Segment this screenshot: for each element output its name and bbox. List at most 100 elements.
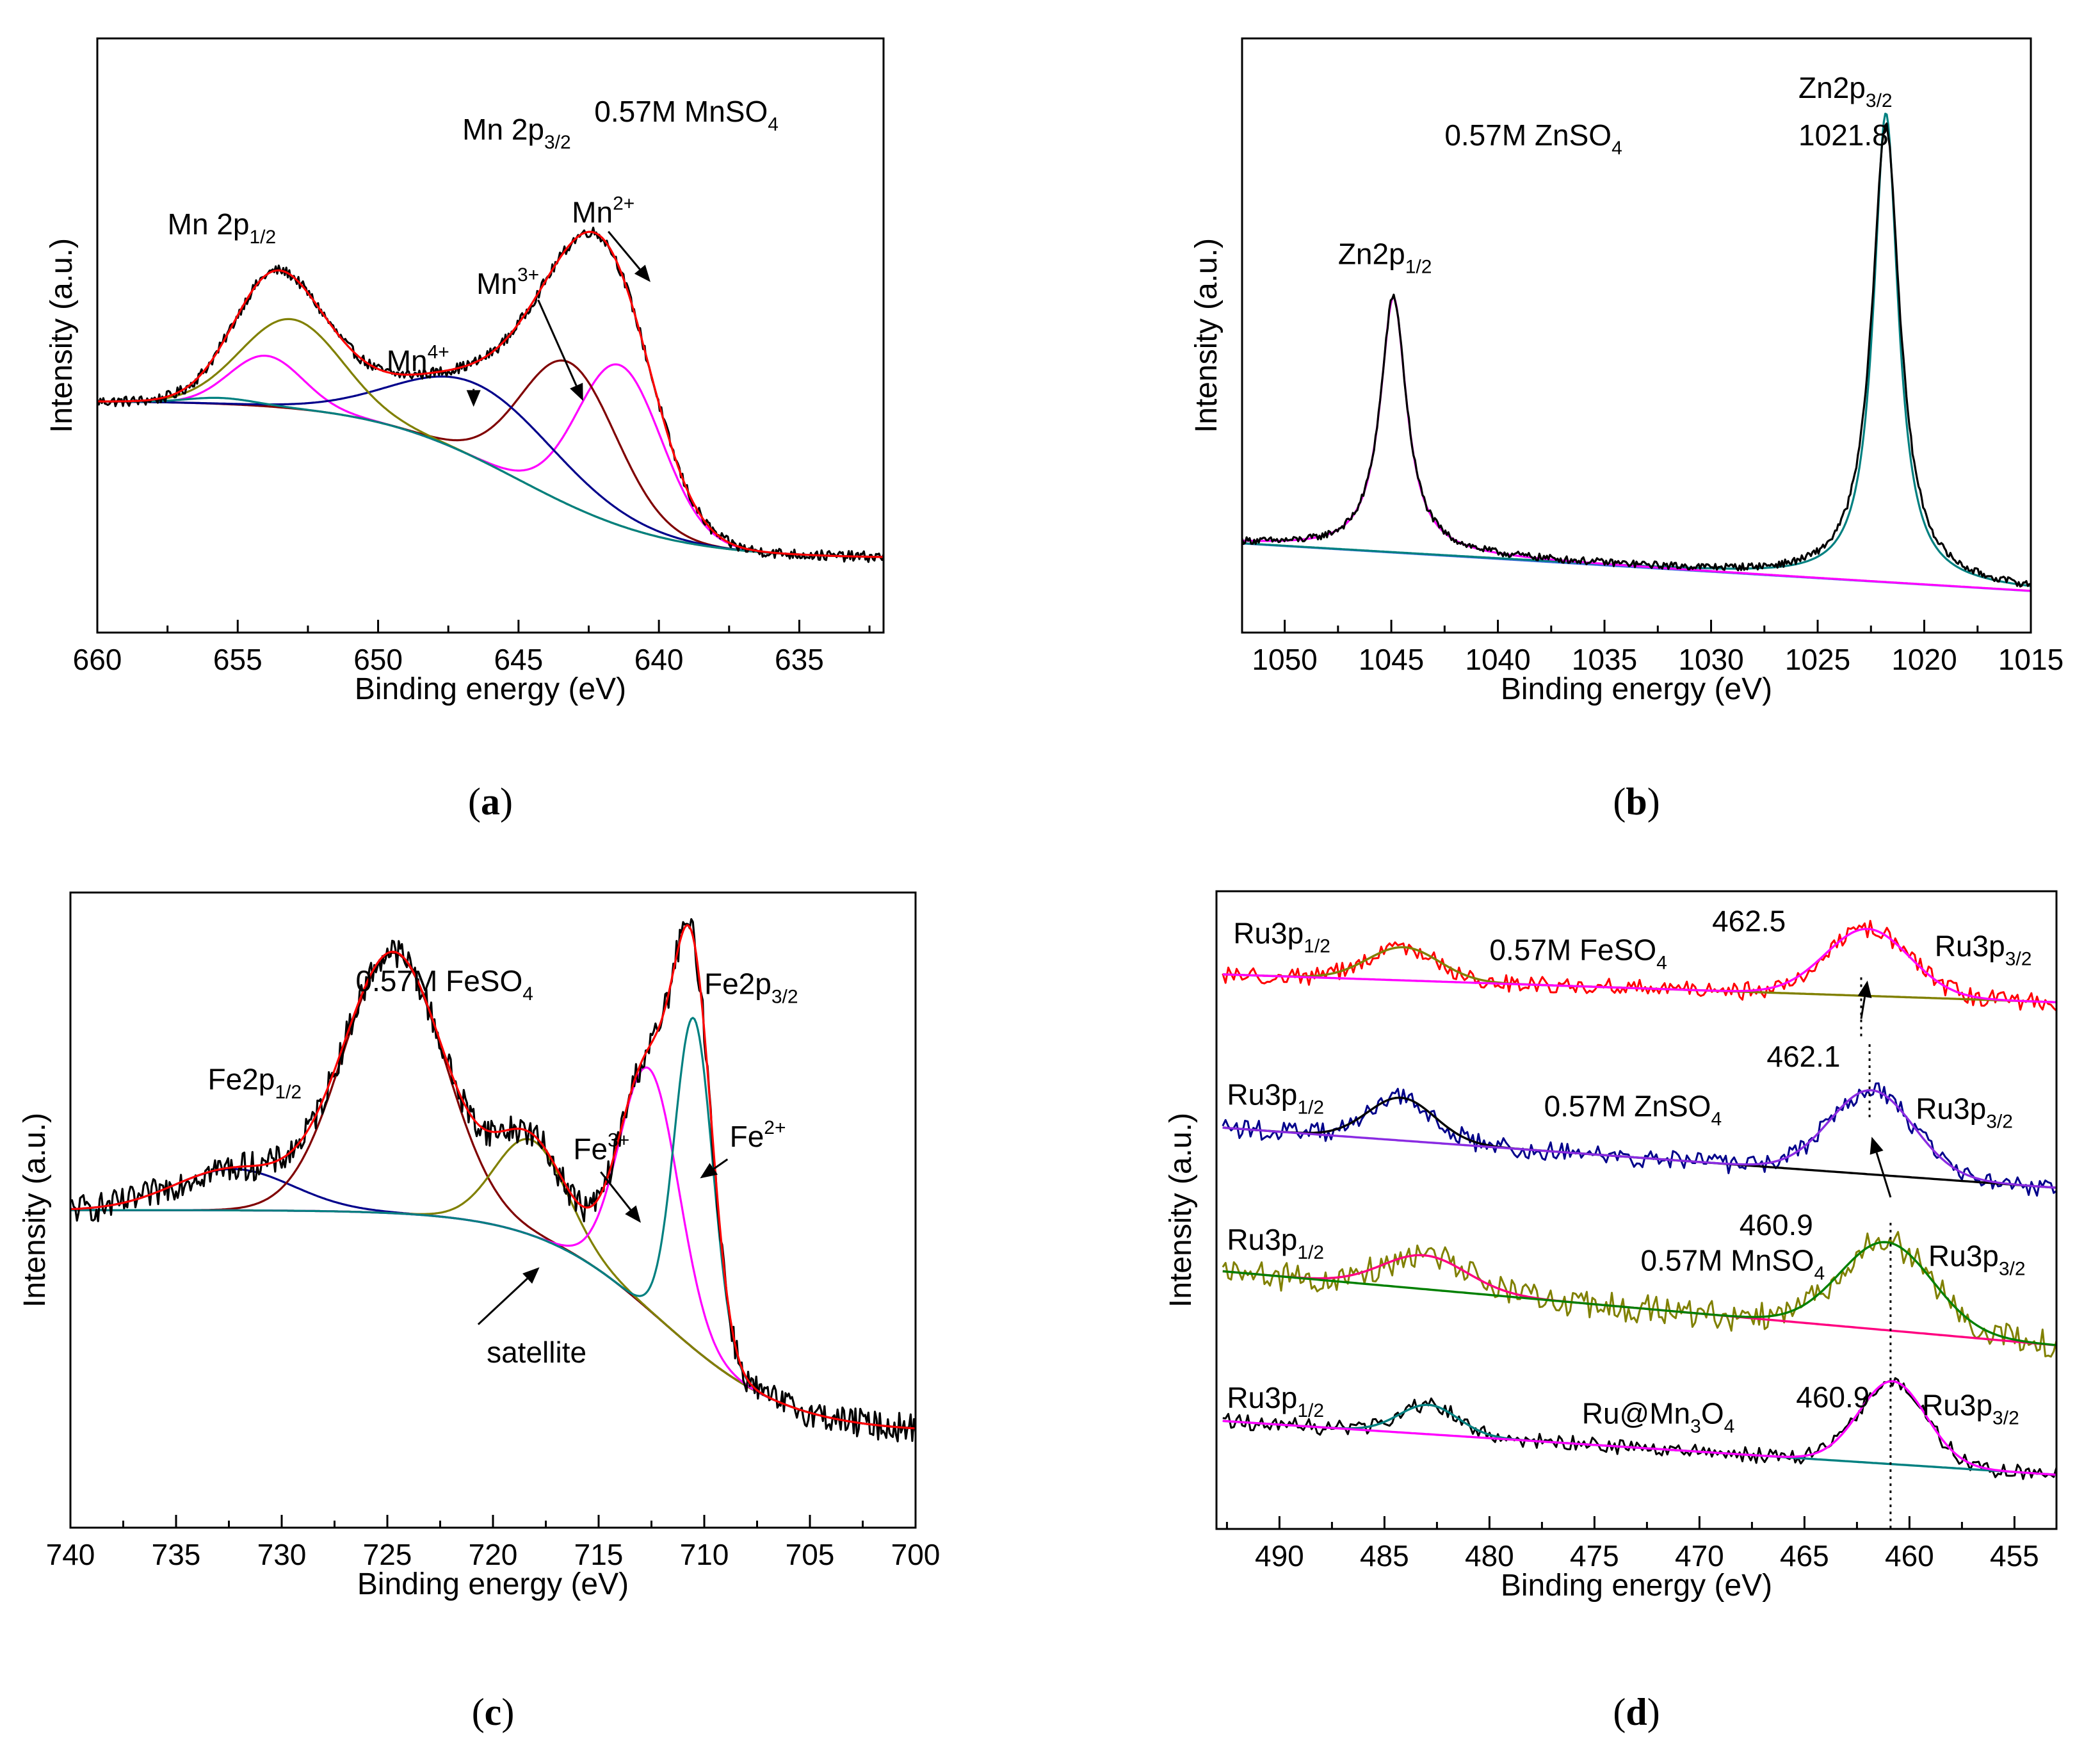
shift-arrow-shaft	[1860, 996, 1866, 1019]
annotation-label: satellite	[487, 1336, 586, 1369]
series-line	[70, 924, 916, 1430]
annotation-label: Mn 2p3/2	[462, 113, 571, 153]
plot-area	[70, 918, 916, 1443]
plot-area	[97, 227, 884, 563]
y-axis-title: Intensity (a.u.)	[1190, 238, 1224, 433]
panel-b: 1050 1045 1040 1035 1030 1025 1020 1015 Binding …	[1190, 37, 2064, 823]
x-tick-label: 655	[213, 643, 262, 676]
series-raw-3	[1222, 1377, 2056, 1480]
x-tick-label: 705	[786, 1538, 835, 1571]
x-tick-label: 455	[1990, 1539, 2039, 1572]
x-axis-title: Binding energy (eV)	[355, 672, 626, 706]
stack-label: 0.57M FeSO4	[1489, 934, 1667, 974]
annotation-arrow-head	[522, 1267, 540, 1284]
x-tick-label: 700	[891, 1538, 941, 1571]
annotation-arrow-shaft	[608, 230, 641, 270]
annotation-arrow-head	[634, 264, 650, 282]
annotation-label: Zn2p3/2	[1798, 71, 1893, 111]
x-tick-label: 1030	[1678, 643, 1743, 676]
x-tick-label: 640	[634, 643, 684, 676]
panel-a: 660 655 650 645 640 635 Binding energy (eV) Int…	[45, 37, 885, 823]
x-tick-label: 465	[1780, 1539, 1829, 1572]
peak-value-label: 462.5	[1712, 905, 1786, 938]
annotation-label: Mn4+	[387, 342, 449, 378]
chart-title: 0.57M ZnSO4	[1444, 118, 1622, 159]
panel-caption: (d)	[1613, 1691, 1660, 1733]
shift-arrow-shaft	[1875, 1152, 1892, 1198]
annotation-arrow-shaft	[537, 299, 578, 386]
annotation-arrow-shaft	[600, 1171, 632, 1211]
panel-caption: (c)	[472, 1691, 515, 1733]
x-tick-label: 475	[1570, 1539, 1619, 1572]
chart-title: 0.57M MnSO4	[594, 95, 779, 135]
ru3p12-label: Ru3p1/2	[1233, 917, 1330, 957]
x-tick-label: 710	[680, 1538, 729, 1571]
x-tick-label: 1020	[1891, 643, 1957, 676]
x-tick-label: 715	[574, 1538, 624, 1571]
panel-d: 0.57M FeSO4 Ru3p1/2 Ru3p3/2 462.5 0.57M ZnSO…	[1164, 890, 2058, 1733]
annotation-arrow-head	[625, 1205, 641, 1223]
annotation-arrow-shaft	[713, 1158, 729, 1170]
panel-c: 740 735 730 725 720 715 710 705 700 Binding energ…	[18, 891, 941, 1733]
x-axis-title: Binding energy (eV)	[1501, 1569, 1772, 1603]
annotation-label: Mn3+	[476, 264, 539, 300]
series-fit-2-3	[1222, 1380, 2056, 1476]
annotation-label: Fe2p1/2	[208, 1063, 302, 1103]
annotation-label: Fe2+	[730, 1117, 786, 1153]
x-tick-label: 730	[257, 1538, 307, 1571]
x-tick-label: 660	[73, 643, 122, 676]
annotation-label: Mn 2p1/2	[168, 207, 277, 248]
peak-value-label: 462.1	[1766, 1040, 1840, 1073]
x-tick-label: 1050	[1252, 643, 1317, 676]
panel-caption: (a)	[468, 780, 513, 823]
stack-label: 0.57M MnSO4	[1641, 1244, 1825, 1284]
stack-label: 0.57M ZnSO4	[1544, 1090, 1722, 1130]
y-axis-title: Intensity (a.u.)	[45, 238, 79, 433]
annotation-label: Zn2p1/2	[1338, 238, 1432, 278]
series-fit-2-1	[1222, 1089, 2056, 1189]
series-fit-2-0	[1222, 928, 2056, 1003]
ru3p32-label: Ru3p3/2	[1922, 1389, 2019, 1429]
x-axis-title: Binding energy (eV)	[357, 1567, 629, 1601]
x-tick-label: 725	[363, 1538, 412, 1571]
shift-arrow-head	[1857, 980, 1872, 998]
x-tick-label: 720	[469, 1538, 518, 1571]
ru3p12-label: Ru3p1/2	[1227, 1381, 1324, 1421]
x-axis-title: Binding energy (eV)	[1501, 672, 1772, 706]
x-tick-label: 480	[1465, 1539, 1514, 1572]
plot-area	[1242, 113, 2031, 592]
x-tick-label: 485	[1360, 1539, 1409, 1572]
x-tick-label: 645	[494, 643, 543, 676]
x-tick-label: 650	[353, 643, 403, 676]
ru3p32-label: Ru3p3/2	[1916, 1092, 2013, 1133]
ru3p12-label: Ru3p1/2	[1227, 1223, 1324, 1263]
series-line	[97, 230, 884, 558]
x-tick-label: 460	[1885, 1539, 1934, 1572]
chart-title: 0.57M FeSO4	[356, 964, 533, 1005]
plot-area	[1222, 919, 2056, 1480]
ru3p32-label: Ru3p3/2	[1928, 1240, 2026, 1280]
annotation-arrow-shaft	[477, 1277, 528, 1325]
x-tick-label: 1015	[1998, 643, 2064, 676]
stack-label: Ru@Mn3O4	[1582, 1397, 1735, 1437]
series-fit-2-2	[1222, 1241, 2056, 1346]
x-tick-label: 635	[775, 643, 824, 676]
series-raw-0	[1222, 919, 2056, 1012]
x-tick-label: 735	[152, 1538, 201, 1571]
peak-value-label: 460.9	[1796, 1380, 1870, 1414]
x-tick-label: 1040	[1465, 643, 1530, 676]
peak-value-label: 460.9	[1740, 1208, 1813, 1241]
series-line	[70, 918, 916, 1443]
x-tick-label: 490	[1255, 1539, 1304, 1572]
plot-frame	[1241, 37, 2032, 634]
x-tick-label: 1025	[1785, 643, 1850, 676]
plot-frame	[1215, 890, 2058, 1530]
x-tick-label: 1035	[1572, 643, 1637, 676]
annotation-label: Fe2p3/2	[704, 967, 798, 1008]
annotation-label: Fe3+	[573, 1130, 629, 1166]
annotation-arrow-head	[570, 382, 583, 401]
annotation-arrow-head	[466, 390, 481, 407]
y-axis-title: Intensity (a.u.)	[18, 1113, 52, 1307]
x-tick-label: 470	[1675, 1539, 1724, 1572]
